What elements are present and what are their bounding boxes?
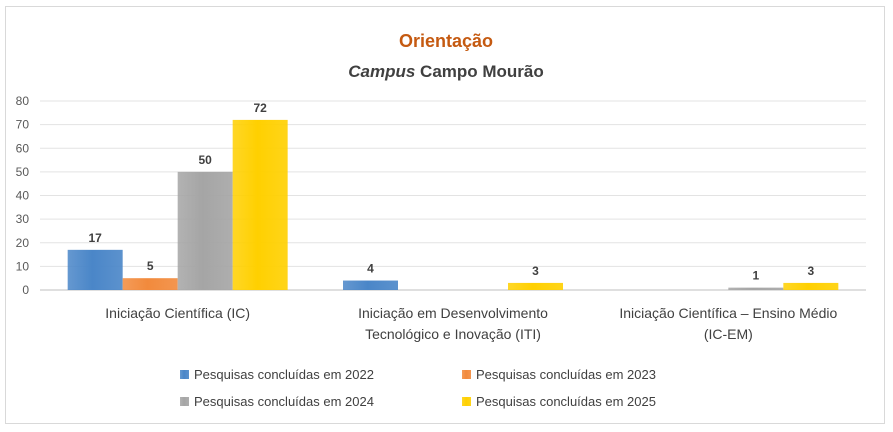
y-tick-label: 70 [16, 118, 30, 132]
legend-swatch [180, 370, 189, 379]
chart-title: Orientação [399, 31, 493, 51]
subtitle-italic: Campus [348, 62, 415, 81]
legend-label: Pesquisas concluídas em 2022 [194, 367, 374, 382]
legend-swatch [462, 370, 471, 379]
legend-label: Pesquisas concluídas em 2025 [476, 394, 656, 409]
category-label-line: Tecnológico e Inovação (ITI) [365, 326, 541, 342]
legend-swatch [462, 397, 471, 406]
bar [122, 278, 178, 290]
data-label: 17 [88, 231, 102, 245]
y-tick-label: 0 [22, 283, 29, 297]
bar [177, 171, 233, 290]
legend-label: Pesquisas concluídas em 2023 [476, 367, 656, 382]
category-label: Iniciação Científica (IC) [105, 305, 250, 321]
bar [343, 280, 398, 290]
data-label: 4 [367, 262, 374, 276]
y-tick-label: 80 [16, 94, 30, 108]
y-axis-ticks: 0 10 20 30 40 50 60 70 80 [16, 94, 30, 297]
bar [783, 282, 839, 290]
y-tick-label: 50 [16, 165, 30, 179]
data-label: 3 [532, 264, 539, 278]
category-label-line: Iniciação Científica – Ensino Médio [619, 305, 837, 321]
y-tick-label: 30 [16, 212, 30, 226]
y-tick-label: 10 [16, 259, 30, 273]
chart-frame [5, 6, 885, 424]
chart-subtitle: Campus Campo Mourão [348, 62, 544, 81]
grid-lines [40, 100, 866, 291]
category-label-line: (IC-EM) [704, 326, 753, 342]
subtitle-rest: Campo Mourão [415, 62, 543, 81]
bars [67, 119, 839, 291]
data-label: 50 [198, 153, 212, 167]
category-labels: Iniciação Científica (IC) Iniciação em De… [105, 305, 837, 342]
category-label-line: Iniciação Científica (IC) [105, 305, 250, 321]
y-tick-label: 60 [16, 141, 30, 155]
legend: Pesquisas concluídas em 2022 Pesquisas co… [180, 367, 656, 409]
y-tick-label: 40 [16, 189, 30, 203]
legend-swatch [180, 397, 189, 406]
data-label: 3 [807, 264, 814, 278]
category-label: Iniciação Científica – Ensino Médio (IC-E… [619, 305, 837, 342]
y-tick-label: 20 [16, 236, 30, 250]
category-label-line: Iniciação em Desenvolvimento [358, 305, 548, 321]
data-labels: 17 5 50 72 4 3 1 3 [88, 101, 814, 283]
bar [728, 287, 784, 290]
bar [232, 119, 288, 291]
category-label: Iniciação em Desenvolvimento Tecnológico … [358, 305, 548, 342]
bar [508, 282, 563, 290]
bar [67, 249, 123, 290]
data-label: 5 [147, 259, 154, 273]
legend-label: Pesquisas concluídas em 2024 [194, 394, 374, 409]
data-label: 72 [253, 101, 267, 115]
data-label: 1 [752, 269, 759, 283]
